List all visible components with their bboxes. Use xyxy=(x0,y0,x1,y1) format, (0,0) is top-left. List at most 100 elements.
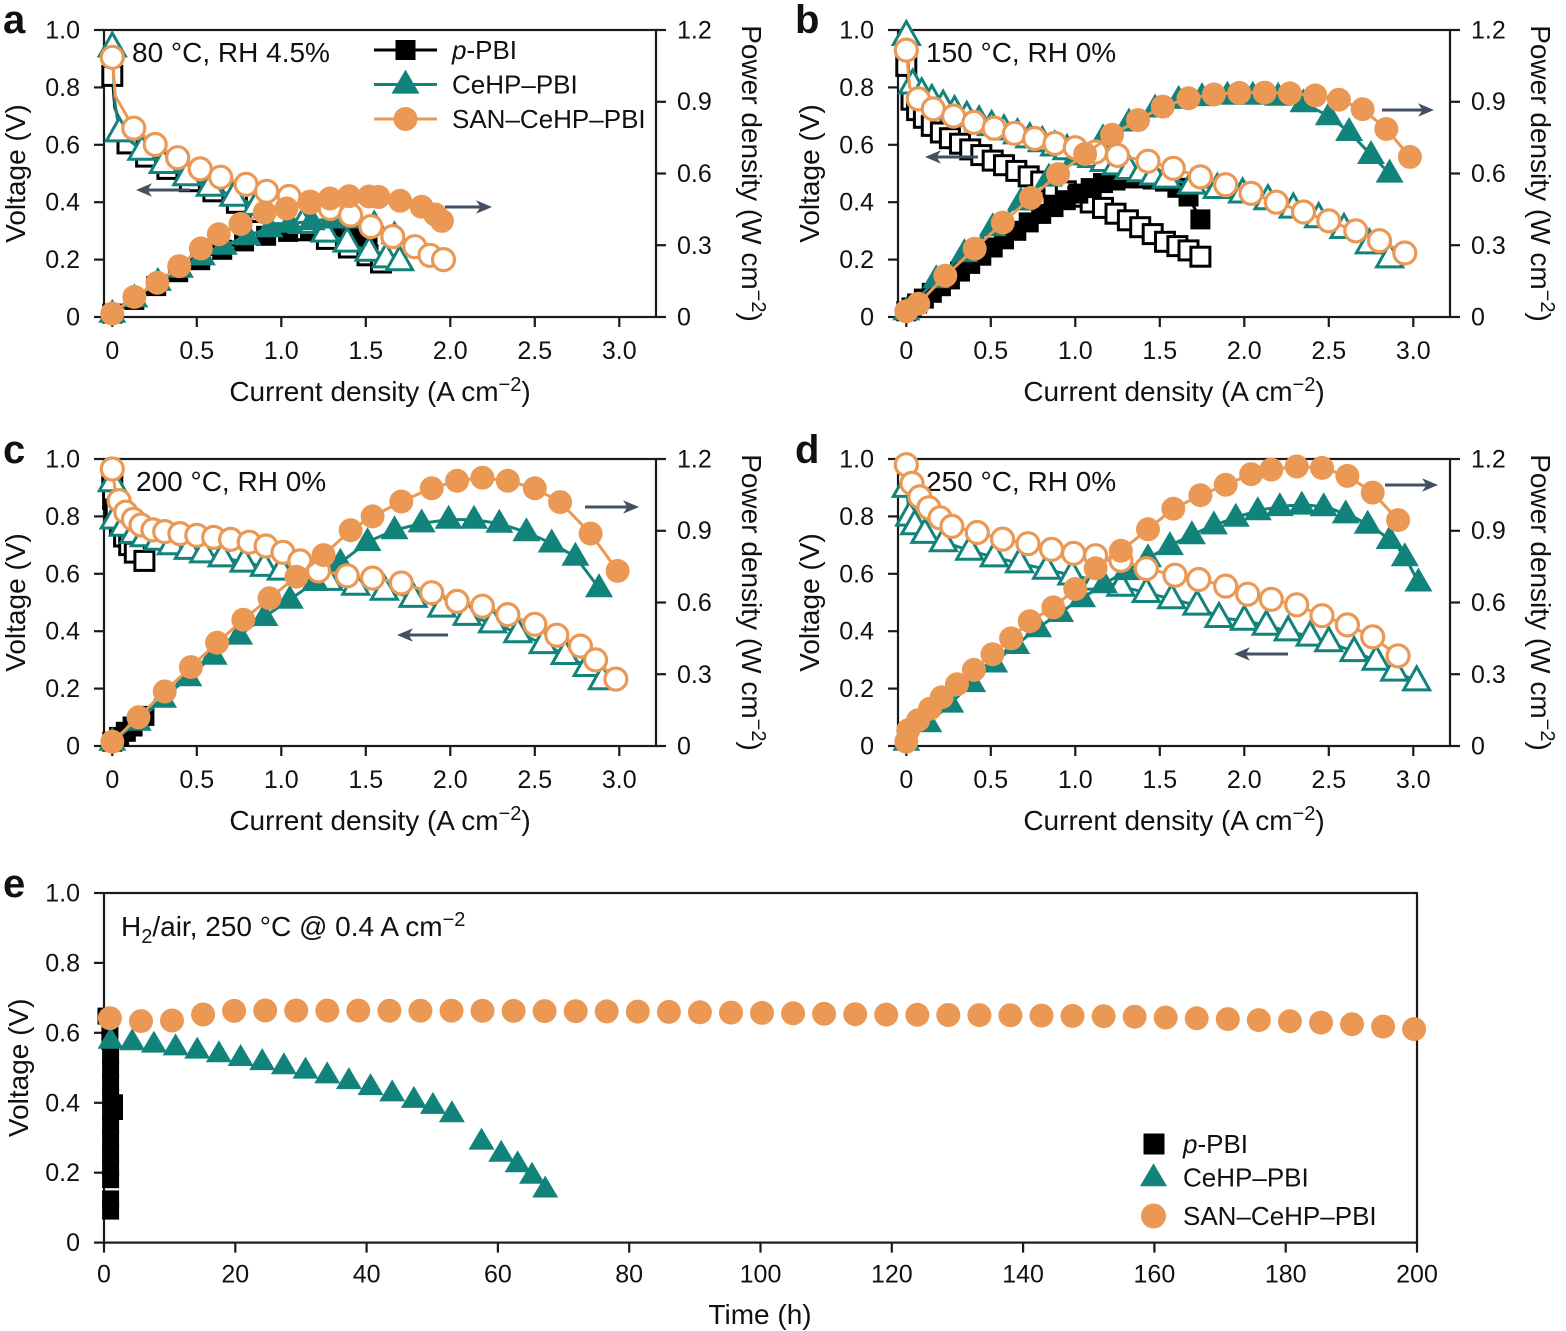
svg-text:b: b xyxy=(795,0,819,42)
svg-text:0.8: 0.8 xyxy=(45,74,80,102)
svg-text:0: 0 xyxy=(899,337,913,365)
svg-text:200 °C, RH 0%: 200 °C, RH 0% xyxy=(136,466,326,497)
svg-text:0.6: 0.6 xyxy=(45,560,80,588)
svg-text:0.6: 0.6 xyxy=(45,131,80,159)
svg-text:0: 0 xyxy=(860,304,874,332)
svg-text:80: 80 xyxy=(615,1261,643,1289)
svg-text:0.6: 0.6 xyxy=(45,1019,80,1047)
svg-text:40: 40 xyxy=(353,1261,381,1289)
svg-text:0.2: 0.2 xyxy=(45,1159,80,1187)
svg-text:1.2: 1.2 xyxy=(677,446,712,474)
svg-text:0.9: 0.9 xyxy=(1471,517,1506,545)
svg-text:1.0: 1.0 xyxy=(45,446,80,474)
svg-text:Time (h): Time (h) xyxy=(708,1299,811,1330)
svg-text:Voltage (V): Voltage (V) xyxy=(0,533,31,672)
svg-text:0.5: 0.5 xyxy=(179,766,214,794)
svg-text:3.0: 3.0 xyxy=(602,337,637,365)
svg-text:CeHP–PBI: CeHP–PBI xyxy=(1183,1163,1309,1193)
svg-text:0: 0 xyxy=(677,733,691,761)
svg-text:250 °C, RH 0%: 250 °C, RH 0% xyxy=(926,466,1116,497)
svg-text:Current density (A cm−2): Current density (A cm−2) xyxy=(1023,374,1324,407)
svg-text:0.3: 0.3 xyxy=(1471,232,1506,260)
svg-text:180: 180 xyxy=(1265,1261,1307,1289)
svg-text:Voltage (V): Voltage (V) xyxy=(3,999,34,1138)
svg-text:0.3: 0.3 xyxy=(677,661,712,689)
svg-text:Current density (A cm−2): Current density (A cm−2) xyxy=(1023,803,1324,836)
svg-text:1.5: 1.5 xyxy=(1142,766,1177,794)
svg-text:2.0: 2.0 xyxy=(1227,337,1262,365)
svg-text:20: 20 xyxy=(221,1261,249,1289)
svg-text:p-PBI: p-PBI xyxy=(1182,1129,1248,1159)
svg-text:1.0: 1.0 xyxy=(1058,337,1093,365)
svg-text:Current density (A cm−2): Current density (A cm−2) xyxy=(229,374,530,407)
svg-text:0.5: 0.5 xyxy=(179,337,214,365)
svg-text:0.8: 0.8 xyxy=(839,503,874,531)
svg-text:0: 0 xyxy=(677,304,691,332)
svg-text:0.8: 0.8 xyxy=(839,74,874,102)
svg-text:0.3: 0.3 xyxy=(677,232,712,260)
svg-text:60: 60 xyxy=(484,1261,512,1289)
svg-text:0.6: 0.6 xyxy=(677,589,712,617)
svg-text:0: 0 xyxy=(97,1261,111,1289)
svg-text:140: 140 xyxy=(1002,1261,1044,1289)
svg-text:100: 100 xyxy=(740,1261,782,1289)
svg-text:0.6: 0.6 xyxy=(839,560,874,588)
svg-text:1.0: 1.0 xyxy=(839,446,874,474)
svg-text:0.9: 0.9 xyxy=(677,88,712,116)
svg-text:150 °C, RH 0%: 150 °C, RH 0% xyxy=(926,37,1116,68)
svg-text:0.6: 0.6 xyxy=(677,160,712,188)
svg-text:H2/air, 250 °C @ 0.4 A cm−2: H2/air, 250 °C @ 0.4 A cm−2 xyxy=(121,909,465,948)
svg-text:3.0: 3.0 xyxy=(1396,766,1431,794)
svg-text:1.0: 1.0 xyxy=(839,17,874,45)
svg-text:0.8: 0.8 xyxy=(45,503,80,531)
svg-text:Voltage (V): Voltage (V) xyxy=(794,533,825,672)
svg-text:c: c xyxy=(3,428,25,472)
svg-text:SAN–CeHP–PBI: SAN–CeHP–PBI xyxy=(452,104,646,134)
svg-text:200: 200 xyxy=(1396,1261,1438,1289)
svg-text:1.0: 1.0 xyxy=(264,337,299,365)
svg-text:1.5: 1.5 xyxy=(348,337,383,365)
svg-text:Power density (W cm−2): Power density (W cm−2) xyxy=(1525,25,1558,322)
svg-text:0: 0 xyxy=(1471,304,1485,332)
svg-text:2.5: 2.5 xyxy=(517,337,552,365)
svg-text:1.0: 1.0 xyxy=(1058,766,1093,794)
svg-text:0: 0 xyxy=(66,733,80,761)
svg-text:1.0: 1.0 xyxy=(264,766,299,794)
svg-text:1.2: 1.2 xyxy=(1471,17,1506,45)
svg-text:0.4: 0.4 xyxy=(45,189,80,217)
svg-text:0.2: 0.2 xyxy=(839,246,874,274)
svg-text:3.0: 3.0 xyxy=(1396,337,1431,365)
svg-text:0.4: 0.4 xyxy=(839,189,874,217)
svg-text:0.9: 0.9 xyxy=(677,517,712,545)
svg-text:Voltage (V): Voltage (V) xyxy=(794,104,825,243)
svg-text:d: d xyxy=(795,428,819,472)
svg-text:SAN–CeHP–PBI: SAN–CeHP–PBI xyxy=(1183,1201,1377,1231)
svg-text:1.2: 1.2 xyxy=(677,17,712,45)
svg-text:2.0: 2.0 xyxy=(433,337,468,365)
svg-text:0.6: 0.6 xyxy=(839,131,874,159)
svg-text:2.0: 2.0 xyxy=(1227,766,1262,794)
svg-text:0: 0 xyxy=(105,337,119,365)
svg-text:0.4: 0.4 xyxy=(45,1089,80,1117)
svg-text:0: 0 xyxy=(105,766,119,794)
svg-text:0.5: 0.5 xyxy=(973,337,1008,365)
svg-text:0: 0 xyxy=(66,304,80,332)
svg-text:0.9: 0.9 xyxy=(1471,88,1506,116)
svg-text:2.5: 2.5 xyxy=(1311,766,1346,794)
svg-text:0.4: 0.4 xyxy=(839,618,874,646)
svg-text:Voltage (V): Voltage (V) xyxy=(0,104,31,243)
svg-text:a: a xyxy=(3,0,26,42)
svg-text:Power density (W cm−2): Power density (W cm−2) xyxy=(736,25,769,322)
svg-text:2.5: 2.5 xyxy=(517,766,552,794)
svg-text:Power density (W cm−2): Power density (W cm−2) xyxy=(736,454,769,751)
svg-text:2.0: 2.0 xyxy=(433,766,468,794)
svg-text:p-PBI: p-PBI xyxy=(451,35,517,65)
svg-text:160: 160 xyxy=(1134,1261,1176,1289)
svg-text:0.6: 0.6 xyxy=(1471,589,1506,617)
svg-text:0: 0 xyxy=(1471,733,1485,761)
svg-text:0.6: 0.6 xyxy=(1471,160,1506,188)
svg-text:1.5: 1.5 xyxy=(1142,337,1177,365)
svg-text:0.5: 0.5 xyxy=(973,766,1008,794)
svg-text:0: 0 xyxy=(899,766,913,794)
svg-text:1.2: 1.2 xyxy=(1471,446,1506,474)
